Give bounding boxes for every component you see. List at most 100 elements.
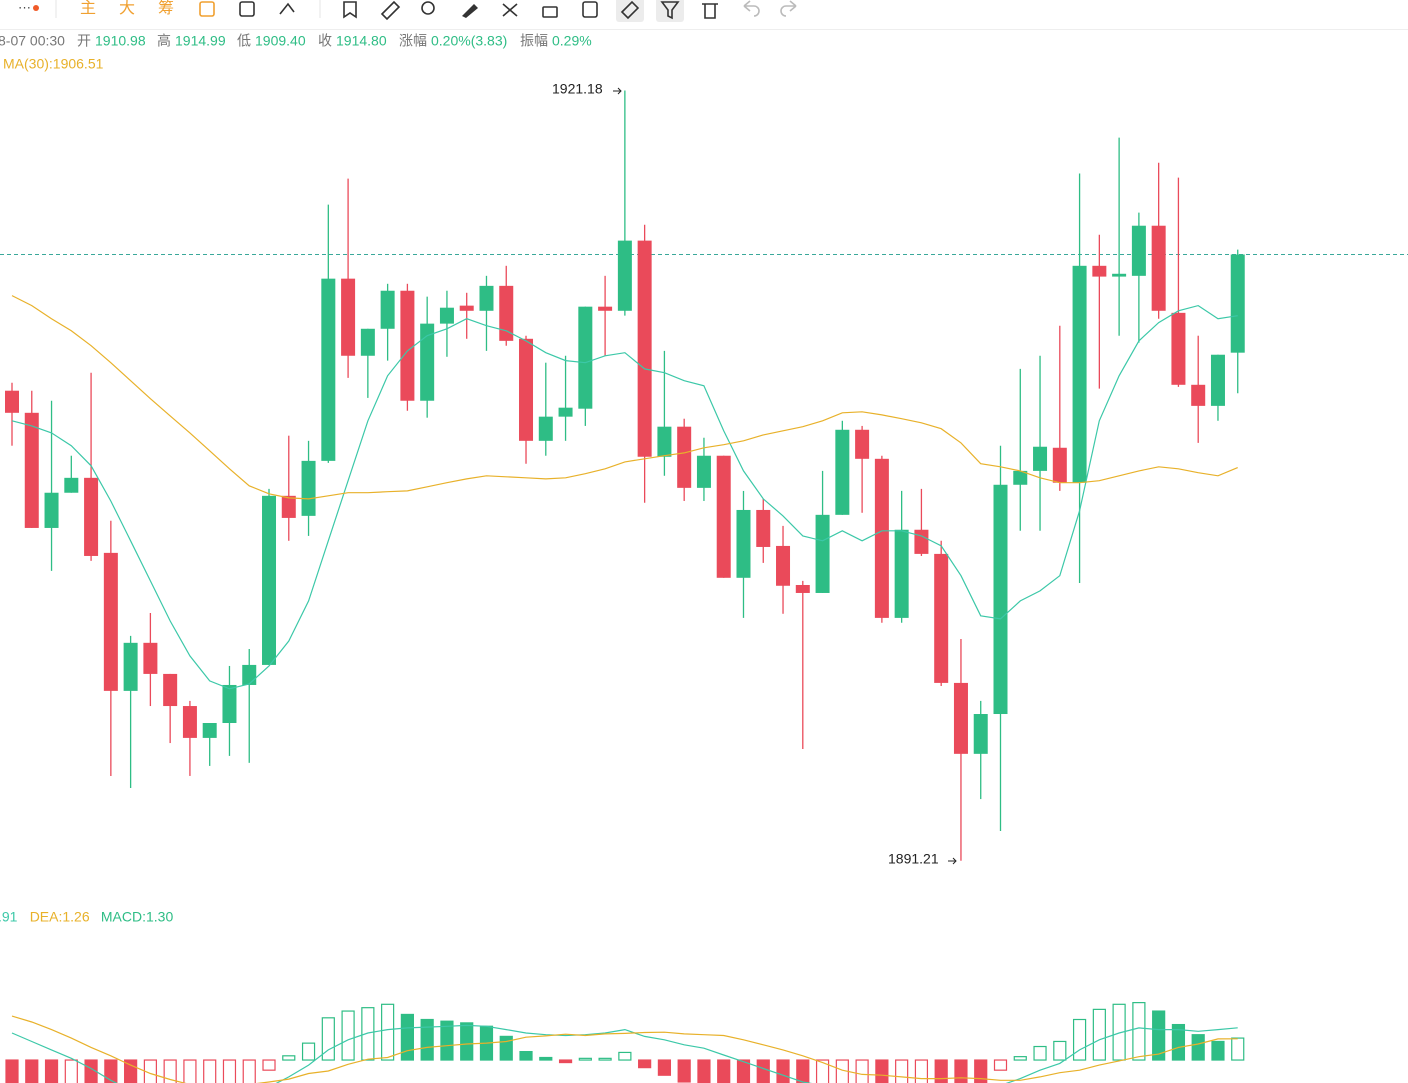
tool-chip[interactable]: 筹 [158,0,174,17]
macd-bar [262,1059,276,1071]
candle-body [894,529,909,618]
macd-bar [321,1017,335,1061]
candle-body [598,306,613,311]
field-value: 1910.98 [95,33,146,49]
field-value: 1914.99 [175,33,226,49]
tool-active[interactable] [656,0,684,22]
candle-body [776,545,791,586]
macd-bar [64,1059,78,1083]
candle-body [1052,447,1067,483]
macd-bar [440,1020,454,1061]
candle-body [1131,225,1146,276]
macd-bar [282,1055,296,1061]
candle-body [24,412,39,528]
indicator-line [11,1024,1238,1083]
candle-body [360,328,375,356]
macd-bar [1191,1034,1205,1061]
candle-body [5,390,19,413]
candle-body [281,495,296,518]
tool-icon[interactable] [502,3,518,17]
candle-body [578,306,593,409]
macd-bar [796,1059,810,1083]
field-value: 0.20%(3.83) [431,33,507,49]
macd-bar [1013,1056,1027,1061]
candle-body [934,553,949,683]
tool-icon[interactable] [582,1,598,18]
candle-body [459,305,474,311]
tool-main[interactable]: 主 [80,0,96,17]
candle-body [499,285,514,341]
indicator-line [11,1015,1238,1083]
macd-bar [895,1059,909,1083]
macd-bar [1112,1003,1126,1061]
macd-bar [381,1003,395,1061]
indicator-line [11,295,1238,500]
candle-body [677,426,692,488]
macd-bar [203,1059,217,1083]
tool-icon [620,0,640,20]
candle-body [103,552,118,691]
candle-body [914,529,929,554]
macd-bar [1132,1002,1146,1061]
candle-body [1151,225,1166,311]
tool-icon[interactable] [380,0,401,21]
macd-bar [934,1059,948,1083]
candle-body [736,509,751,578]
macd-bar [183,1059,197,1083]
macd-bar [539,1056,553,1061]
tool-icon[interactable] [702,3,718,19]
candle-body [143,642,158,674]
candle-body [657,426,672,457]
tool-active[interactable] [616,0,644,22]
toolbar: ··· 主 大 筹 [0,0,1408,30]
macd-bar [163,1059,177,1083]
macd-header: .91 DEA:1.26 MACD:1.30 [0,909,173,925]
candle-body [835,429,850,515]
tool-icon[interactable] [239,1,255,17]
candle-body [756,509,771,547]
annotations: 1921.18 1891.21 [552,81,957,867]
candle-body [1191,384,1206,406]
macd-bar [638,1059,652,1069]
macd-bar [420,1018,434,1061]
tool-icon[interactable] [279,2,295,15]
price-panel [0,90,1408,861]
macd-bar [460,1022,474,1061]
tool-icon[interactable] [421,1,435,15]
candle-body [617,240,632,311]
candle-body [716,455,731,578]
tool-icon[interactable] [780,0,797,17]
tool-icon[interactable] [343,1,357,19]
macd-bar [914,1059,929,1083]
macd-bar [598,1057,612,1061]
max-label: 1921.18 [552,81,603,97]
macd-bar [855,1059,869,1083]
candle-body [815,514,830,593]
tool-icon[interactable] [542,6,558,18]
tool-icon[interactable] [743,0,760,17]
macd-panel [5,1002,1245,1083]
macd-bar [717,1059,731,1083]
macd-bar [875,1059,889,1083]
macd-bar [400,1013,414,1061]
tool-icon[interactable] [199,1,215,17]
candle-body [479,285,494,311]
candle-body [519,338,534,441]
field-label: 开 [77,33,91,49]
indicator-line [11,304,1238,690]
macd-bar [993,1059,1008,1071]
macd-bar [499,1035,513,1061]
candle-body [262,495,277,665]
macd-bar [578,1057,592,1061]
tool-big[interactable]: 大 [119,0,135,17]
tool-icon[interactable] [462,4,478,18]
more-button[interactable]: ··· [18,0,31,14]
candle-body [163,673,178,707]
macd-bar [954,1059,968,1083]
macd-bar [341,1010,355,1061]
arrow [948,857,957,865]
candle-body [242,664,257,685]
candle-body [380,290,395,329]
